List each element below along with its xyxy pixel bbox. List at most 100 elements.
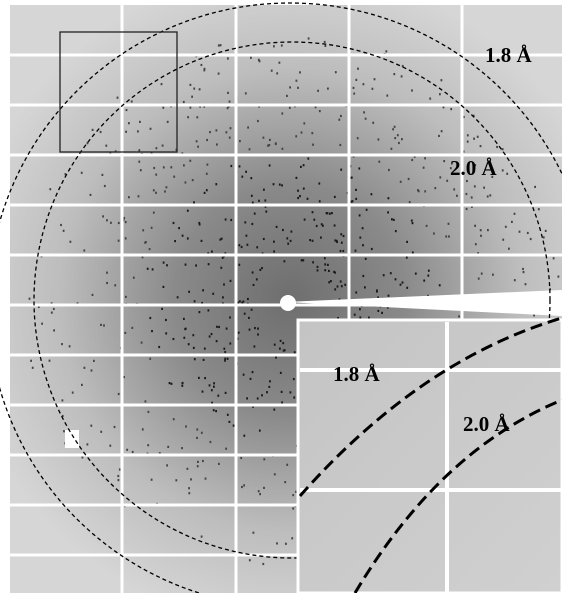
spot [197, 465, 199, 467]
spot [161, 308, 163, 310]
spot [357, 137, 359, 139]
spot [109, 445, 111, 447]
spot [387, 211, 389, 213]
spot [471, 196, 473, 198]
spot [312, 211, 314, 213]
spot [49, 360, 51, 362]
spot [271, 70, 273, 72]
spot [138, 149, 140, 151]
spot [480, 235, 482, 237]
spot [123, 217, 125, 219]
spot [282, 342, 284, 344]
spot [392, 128, 394, 130]
spot [259, 269, 261, 271]
spot [281, 112, 283, 114]
spot [229, 137, 231, 139]
spot [139, 121, 141, 123]
spot [224, 358, 226, 360]
spot [178, 227, 180, 229]
spot [229, 421, 231, 423]
spot [264, 199, 266, 201]
spot [282, 229, 284, 231]
spot [100, 431, 102, 433]
spot [196, 437, 198, 439]
spot [423, 280, 425, 282]
spot [263, 458, 265, 460]
spot [364, 286, 366, 288]
spot [229, 101, 231, 103]
spot [196, 116, 198, 118]
spot [158, 346, 160, 348]
spot [318, 182, 320, 184]
spot [299, 71, 301, 73]
spot [93, 360, 95, 362]
spot [187, 116, 189, 118]
spot [291, 231, 293, 233]
spot [153, 189, 155, 191]
spot [385, 50, 387, 52]
spot [276, 542, 278, 544]
spot [204, 68, 206, 70]
spot [412, 251, 414, 253]
spot [148, 411, 150, 413]
spot [218, 73, 220, 75]
spot [386, 95, 388, 97]
spot [303, 122, 305, 124]
spot [185, 181, 187, 183]
spot [227, 358, 229, 360]
spot [165, 332, 167, 334]
spot [327, 88, 329, 90]
spot [256, 278, 258, 280]
spot [429, 98, 431, 100]
spot [466, 208, 468, 210]
spot [90, 425, 92, 427]
spot [133, 277, 135, 279]
spot [126, 109, 128, 111]
spot [125, 237, 127, 239]
spot [128, 122, 130, 124]
spot [406, 241, 408, 243]
spot [333, 271, 335, 273]
spot [276, 72, 278, 74]
spot [281, 44, 283, 46]
spot [202, 289, 204, 291]
spot [307, 158, 309, 160]
spot [424, 157, 426, 159]
spot [339, 144, 341, 146]
spot [533, 314, 535, 316]
spot [100, 324, 102, 326]
spot [216, 129, 218, 131]
page: {"main_image": {"resolution_rings": [{"l… [0, 0, 562, 593]
spot [81, 384, 83, 386]
spot [171, 383, 173, 385]
spot [267, 145, 269, 147]
spot [147, 268, 149, 270]
spot [250, 57, 252, 59]
spot [238, 244, 240, 246]
spot [251, 223, 253, 225]
spot [152, 268, 154, 270]
spot [151, 479, 153, 481]
spot [466, 180, 468, 182]
spot [250, 378, 252, 380]
spot [245, 171, 247, 173]
spot [359, 308, 361, 310]
spot [317, 269, 319, 271]
spot [417, 189, 419, 191]
spot [374, 78, 376, 80]
spot [299, 195, 301, 197]
spot [126, 449, 128, 451]
spot [247, 244, 249, 246]
spot [508, 248, 510, 250]
spot [216, 326, 218, 328]
spot [411, 159, 413, 161]
spot [167, 446, 169, 448]
spot [401, 138, 403, 140]
spot [522, 268, 524, 270]
spot [102, 215, 104, 217]
spot [164, 190, 166, 192]
spot [340, 280, 342, 282]
spot [355, 250, 357, 252]
spot [487, 229, 489, 231]
spot [275, 143, 277, 145]
